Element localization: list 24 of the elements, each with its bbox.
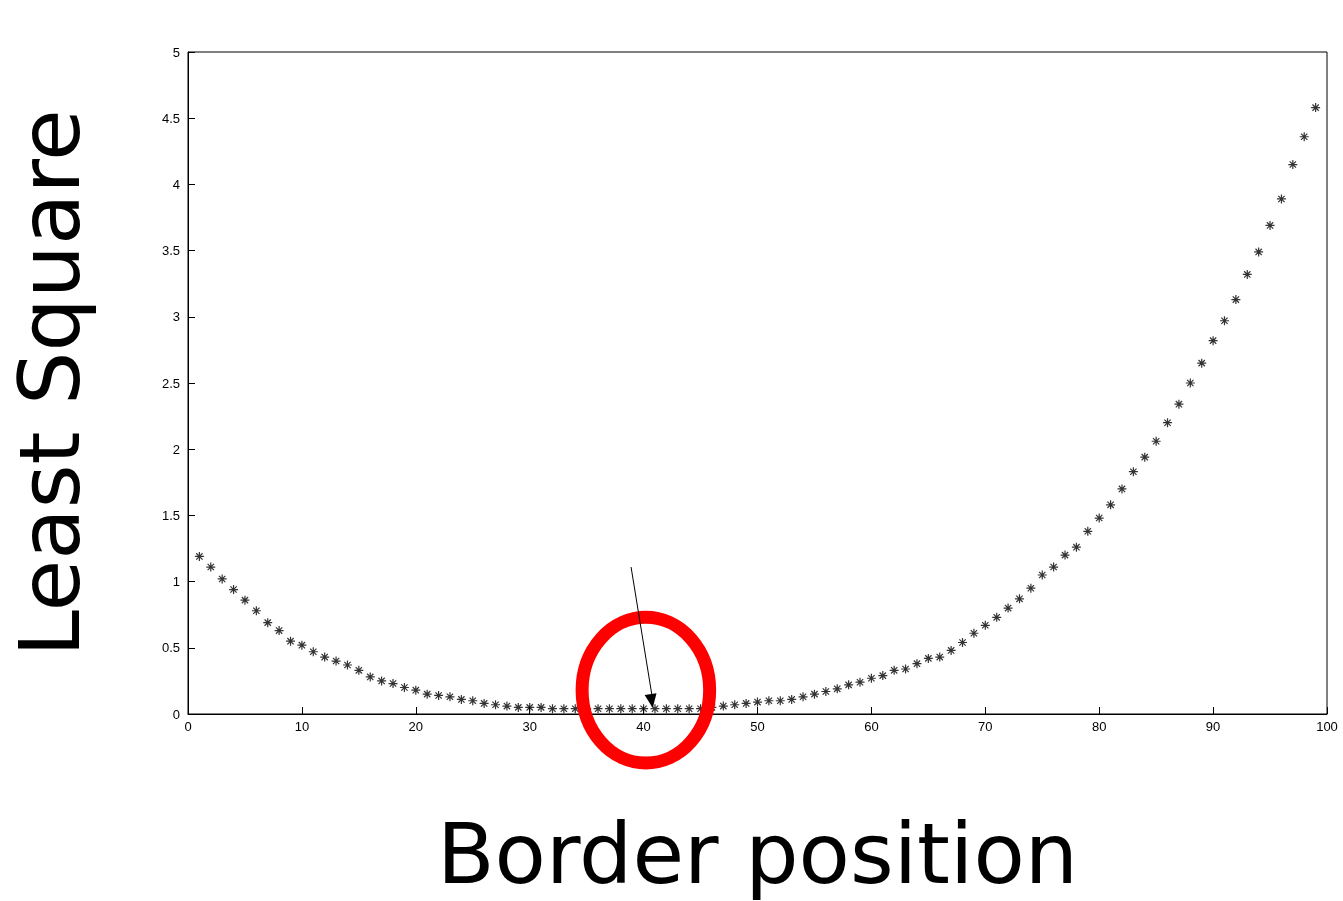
- x-tick-label: 10: [294, 719, 310, 734]
- x-axis-title: Border position: [436, 805, 1079, 901]
- y-tick-label: 1.5: [161, 507, 180, 523]
- x-tick-label: 20: [408, 719, 424, 734]
- y-tick-label: 4.5: [161, 110, 180, 126]
- x-tick-label: 90: [1205, 719, 1221, 734]
- x-tick-label: 0: [184, 719, 192, 734]
- x-tick-label: 30: [522, 719, 537, 734]
- y-axis-title: Least Square: [1, 109, 99, 657]
- x-tick-label: 50: [750, 719, 765, 734]
- y-tick-label: 1: [172, 574, 180, 590]
- y-tick-label: 3: [172, 309, 180, 325]
- x-tick-label: 40: [636, 719, 651, 734]
- y-tick-label: 3.5: [161, 243, 180, 259]
- x-tick-label: 100: [1316, 719, 1338, 734]
- y-tick-label: 2.5: [161, 375, 180, 391]
- y-tick-label: 4: [172, 176, 180, 192]
- x-tick-label: 70: [978, 719, 993, 734]
- y-tick-label: 2: [172, 441, 180, 457]
- x-tick-label: 60: [864, 719, 879, 734]
- y-tick-label: 0.5: [161, 640, 180, 656]
- y-tick-label: 0: [172, 706, 180, 722]
- x-tick-label: 80: [1091, 719, 1107, 734]
- y-tick-label: 5: [172, 44, 180, 60]
